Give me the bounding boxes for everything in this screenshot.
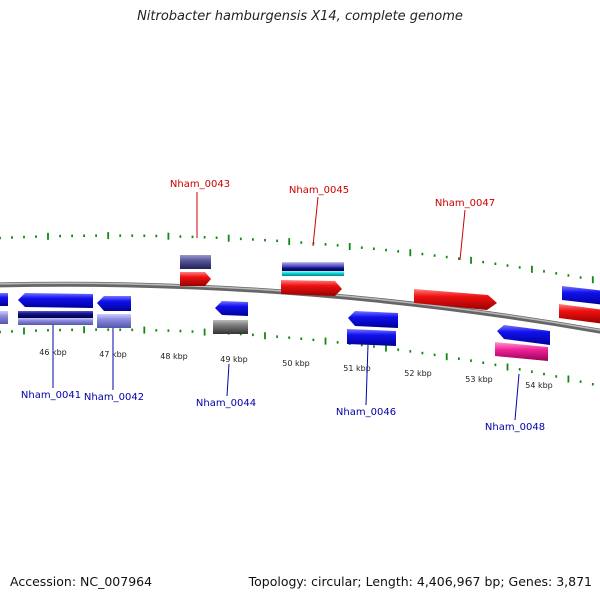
gene-label: Nham_0041 <box>21 390 81 401</box>
gene-right-partial[interactable] <box>559 286 600 324</box>
gene-arrow <box>281 280 342 296</box>
gene-arrow <box>0 293 8 306</box>
gene-label: Nham_0043 <box>170 179 230 190</box>
gene-arrow <box>559 304 600 324</box>
outer-scale-ticks <box>0 232 594 284</box>
gene-feature-bar <box>347 329 396 346</box>
kbp-label: 54 kbp <box>525 381 553 390</box>
gene-label: Nham_0048 <box>485 422 545 433</box>
gene-arrow <box>215 301 248 316</box>
gene-label: Nham_0042 <box>84 392 144 403</box>
gene-arrow <box>18 293 93 308</box>
label-leader <box>312 196 319 247</box>
kbp-label: 48 kbp <box>160 352 188 361</box>
gene-nham-0042[interactable]: Nham_0042 <box>84 296 144 403</box>
gene-arrow <box>497 325 550 345</box>
gene-feature-bar <box>97 314 131 328</box>
label-leader <box>226 363 230 397</box>
gene-nham-0045[interactable]: Nham_0045 <box>281 185 349 296</box>
label-leader <box>459 209 466 261</box>
gene-nham-0047[interactable]: Nham_0047 <box>414 198 497 310</box>
kbp-label: 52 kbp <box>404 369 432 378</box>
gene-feature-bar <box>282 262 344 266</box>
kbp-label: 50 kbp <box>282 359 310 368</box>
gene-label: Nham_0045 <box>289 185 349 196</box>
gene-nham-0043[interactable]: Nham_0043 <box>170 179 230 286</box>
map-title: Nitrobacter hamburgensis X14, complete g… <box>137 9 463 24</box>
gene-feature-bar <box>495 342 548 361</box>
gene-feature-bar <box>0 311 8 324</box>
gene-label: Nham_0046 <box>336 407 396 418</box>
genome-stats-text: Topology: circular; Length: 4,406,967 bp… <box>248 574 592 589</box>
kbp-label: 51 kbp <box>343 364 371 373</box>
kbp-label: 49 kbp <box>220 355 248 364</box>
gene-feature-bar <box>282 271 344 276</box>
gene-arrow <box>348 311 398 328</box>
gene-nham-0044[interactable]: Nham_0044 <box>196 301 256 409</box>
gene-left-partial[interactable] <box>0 293 8 324</box>
gene-arrow <box>97 296 131 311</box>
gene-feature-bar <box>180 255 211 269</box>
label-leader <box>514 373 520 421</box>
gene-arrow <box>180 272 211 286</box>
kbp-labels: 46 kbp 47 kbp 48 kbp 49 kbp 50 kbp 51 kb… <box>39 348 553 390</box>
gene-nham-0046[interactable]: Nham_0046 <box>336 311 398 418</box>
gene-label: Nham_0047 <box>435 198 495 209</box>
gene-feature-bar <box>213 320 248 334</box>
gene-nham-0048[interactable]: Nham_0048 <box>485 325 550 433</box>
gene-feature-bar <box>18 311 93 318</box>
gene-arrow <box>562 286 600 305</box>
gene-arrow <box>414 289 497 310</box>
label-leader <box>365 344 369 406</box>
gene-label: Nham_0044 <box>196 398 256 409</box>
gene-feature-bar <box>18 318 93 325</box>
gene-feature-bar <box>282 266 344 271</box>
gene-nham-0041[interactable]: Nham_0041 <box>18 293 93 401</box>
accession-text: Accession: NC_007964 <box>10 574 153 589</box>
kbp-label: 53 kbp <box>465 375 493 384</box>
